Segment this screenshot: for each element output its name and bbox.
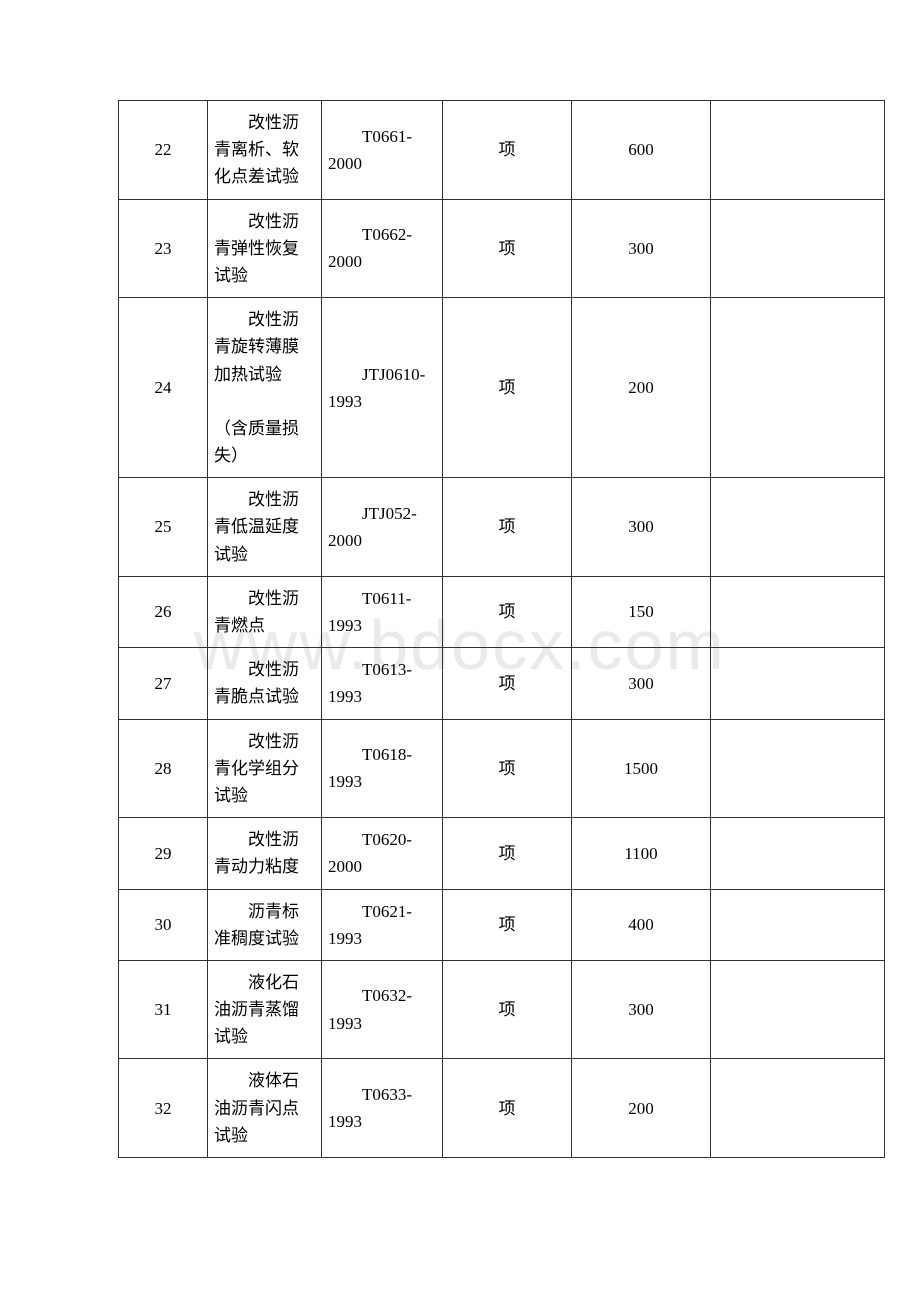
row-note (711, 298, 885, 478)
row-price: 600 (572, 101, 711, 200)
row-standard: T0613-1993 (322, 648, 443, 719)
table-row: 23改性沥青弹性恢复试验T0662-2000项300 (119, 199, 885, 298)
row-note (711, 960, 885, 1059)
row-note (711, 818, 885, 889)
row-unit: 项 (443, 648, 572, 719)
row-note (711, 719, 885, 818)
row-standard: T0621-1993 (322, 889, 443, 960)
row-name: 改性沥青旋转薄膜加热试验 （含质量损失） (208, 298, 322, 478)
row-name: 液体石油沥青闪点试验 (208, 1059, 322, 1158)
row-note (711, 576, 885, 647)
row-standard: T0611-1993 (322, 576, 443, 647)
row-price: 1100 (572, 818, 711, 889)
row-unit: 项 (443, 960, 572, 1059)
row-id: 29 (119, 818, 208, 889)
row-price: 300 (572, 199, 711, 298)
table-row: 24改性沥青旋转薄膜加热试验 （含质量损失）JTJ0610-1993项200 (119, 298, 885, 478)
row-id: 30 (119, 889, 208, 960)
row-id: 25 (119, 478, 208, 577)
row-unit: 项 (443, 1059, 572, 1158)
row-price: 150 (572, 576, 711, 647)
row-id: 28 (119, 719, 208, 818)
row-id: 31 (119, 960, 208, 1059)
table-row: 25改性沥青低温延度试验JTJ052-2000项300 (119, 478, 885, 577)
row-name: 改性沥青化学组分试验 (208, 719, 322, 818)
row-name: 液化石油沥青蒸馏试验 (208, 960, 322, 1059)
row-unit: 项 (443, 818, 572, 889)
row-note (711, 1059, 885, 1158)
row-price: 300 (572, 960, 711, 1059)
row-price: 1500 (572, 719, 711, 818)
table-row: 27改性沥青脆点试验T0613-1993项300 (119, 648, 885, 719)
table-row: 30沥青标准稠度试验T0621-1993项400 (119, 889, 885, 960)
table-row: 31液化石油沥青蒸馏试验T0632-1993项300 (119, 960, 885, 1059)
row-standard: T0620-2000 (322, 818, 443, 889)
row-note (711, 889, 885, 960)
row-price: 200 (572, 298, 711, 478)
row-name: 改性沥青动力粘度 (208, 818, 322, 889)
row-price: 400 (572, 889, 711, 960)
row-name: 改性沥青离析、软化点差试验 (208, 101, 322, 200)
data-table: 22改性沥青离析、软化点差试验T0661-2000项60023改性沥青弹性恢复试… (118, 100, 885, 1158)
row-standard: T0632-1993 (322, 960, 443, 1059)
row-unit: 项 (443, 101, 572, 200)
row-unit: 项 (443, 478, 572, 577)
row-id: 32 (119, 1059, 208, 1158)
row-note (711, 101, 885, 200)
row-unit: 项 (443, 576, 572, 647)
row-unit: 项 (443, 889, 572, 960)
table-row: 22改性沥青离析、软化点差试验T0661-2000项600 (119, 101, 885, 200)
row-id: 23 (119, 199, 208, 298)
table-row: 32液体石油沥青闪点试验T0633-1993项200 (119, 1059, 885, 1158)
row-note (711, 199, 885, 298)
row-name: 改性沥青脆点试验 (208, 648, 322, 719)
row-standard: JTJ0610-1993 (322, 298, 443, 478)
row-standard: T0618-1993 (322, 719, 443, 818)
row-standard: T0661-2000 (322, 101, 443, 200)
row-name: 改性沥青弹性恢复试验 (208, 199, 322, 298)
table-row: 29改性沥青动力粘度T0620-2000项1100 (119, 818, 885, 889)
row-standard: T0662-2000 (322, 199, 443, 298)
row-standard: JTJ052-2000 (322, 478, 443, 577)
row-note (711, 648, 885, 719)
row-id: 22 (119, 101, 208, 200)
row-name: 改性沥青燃点 (208, 576, 322, 647)
row-name: 改性沥青低温延度试验 (208, 478, 322, 577)
row-id: 26 (119, 576, 208, 647)
row-id: 27 (119, 648, 208, 719)
row-name: 沥青标准稠度试验 (208, 889, 322, 960)
row-standard: T0633-1993 (322, 1059, 443, 1158)
row-unit: 项 (443, 298, 572, 478)
test-items-table: 22改性沥青离析、软化点差试验T0661-2000项60023改性沥青弹性恢复试… (118, 100, 806, 1158)
table-row: 28改性沥青化学组分试验T0618-1993项1500 (119, 719, 885, 818)
row-unit: 项 (443, 199, 572, 298)
table-row: 26改性沥青燃点T0611-1993项150 (119, 576, 885, 647)
row-price: 200 (572, 1059, 711, 1158)
row-price: 300 (572, 648, 711, 719)
row-price: 300 (572, 478, 711, 577)
row-unit: 项 (443, 719, 572, 818)
row-id: 24 (119, 298, 208, 478)
row-note (711, 478, 885, 577)
